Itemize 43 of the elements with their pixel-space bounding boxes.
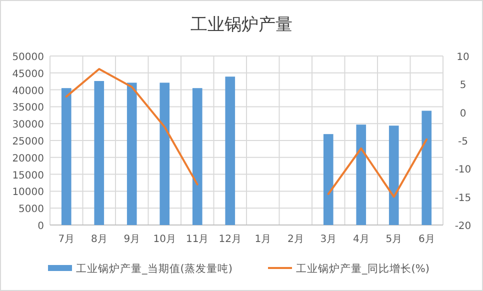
bar bbox=[356, 124, 366, 225]
y-tick-label: 25000 bbox=[12, 136, 44, 148]
x-tick-label: 12月 bbox=[218, 234, 242, 245]
chart-title: 工业锅炉产量 bbox=[190, 15, 292, 35]
y-tick-label: 10000 bbox=[12, 187, 44, 198]
x-tick-label: 3月 bbox=[320, 234, 337, 245]
x-tick-label: 7月 bbox=[58, 234, 75, 245]
y2-tick-label: 0 bbox=[460, 108, 466, 120]
bar bbox=[323, 134, 334, 225]
x-tick-label: 1月 bbox=[254, 234, 272, 245]
y2-tick-label: -20 bbox=[454, 221, 472, 232]
x-tick-label: 4月 bbox=[352, 234, 370, 245]
y-tick-label: 20000 bbox=[12, 153, 44, 164]
y2-tick-label: -10 bbox=[454, 164, 472, 176]
bar bbox=[61, 88, 72, 225]
bar bbox=[160, 82, 170, 225]
y2-tick-label: 10 bbox=[456, 52, 470, 63]
legend-label: 工业锅炉产量_同比增长(%) bbox=[296, 262, 430, 275]
x-tick-label: 9月 bbox=[124, 234, 140, 245]
y-tick-label: 15000 bbox=[12, 170, 44, 182]
bar bbox=[126, 82, 137, 225]
y-tick-label: 40000 bbox=[12, 86, 44, 97]
y-tick-label: 45000 bbox=[12, 68, 44, 80]
bar bbox=[388, 126, 399, 225]
y-tick-label: 5000 bbox=[18, 204, 44, 216]
x-tick-label: 5月 bbox=[386, 234, 402, 245]
y-tick-label: 35000 bbox=[12, 102, 44, 114]
x-tick-label: 11月 bbox=[186, 234, 209, 245]
bar bbox=[192, 88, 202, 225]
x-tick-label: 8月 bbox=[90, 234, 108, 245]
legend-label: 工业锅炉产量_当期值(蒸发量吨) bbox=[76, 262, 232, 275]
y2-tick-label: 5 bbox=[460, 80, 466, 92]
bar bbox=[94, 81, 104, 225]
bar bbox=[422, 110, 432, 225]
x-tick-label: 6月 bbox=[418, 234, 435, 245]
bar bbox=[225, 76, 236, 225]
x-tick-label: 10月 bbox=[153, 234, 176, 245]
x-tick-label: 2月 bbox=[287, 234, 304, 245]
y-tick-label: 50000 bbox=[12, 52, 44, 63]
y-tick-label: 30000 bbox=[12, 120, 44, 131]
y2-tick-label: -5 bbox=[458, 136, 468, 148]
y-tick-label: 0 bbox=[38, 221, 44, 232]
y2-tick-label: -15 bbox=[454, 192, 472, 204]
